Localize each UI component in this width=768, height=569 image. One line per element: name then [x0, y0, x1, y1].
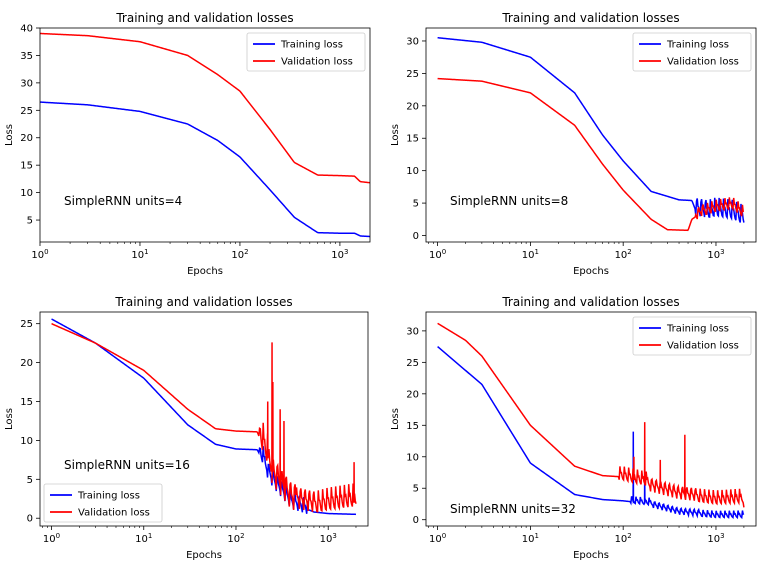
y-tick-label: 0: [413, 231, 419, 242]
y-tick-label: 30: [406, 36, 419, 47]
chart-title: Training and validation losses: [501, 295, 679, 309]
legend-box: [632, 32, 752, 72]
plot-frame: [425, 27, 757, 243]
x-tick-label: 100: [429, 532, 446, 545]
series-line-training-loss: [40, 101, 370, 238]
legend-box: [43, 483, 163, 523]
y-tick-label: 20: [406, 101, 419, 112]
y-tick-label: 10: [406, 452, 419, 463]
y-axis-label: Loss: [390, 124, 401, 146]
plot-frame: [39, 27, 371, 243]
y-tick-label: 25: [406, 69, 419, 80]
x-tick-label: 100: [43, 532, 60, 545]
annotation-label: SimpleRNN units=8: [450, 194, 568, 208]
series-line-training-loss: [51, 318, 357, 516]
x-axis-label: Epochs: [573, 550, 609, 561]
series-line-training-loss: [437, 36, 745, 223]
y-tick-label: 10: [20, 188, 33, 199]
series-line-validation-loss: [437, 77, 744, 232]
x-tick-label: 103: [707, 532, 724, 545]
y-tick-label: 25: [20, 106, 33, 117]
chart-title: Training and validation losses: [115, 11, 293, 25]
x-tick-label: 101: [135, 532, 152, 545]
y-tick-label: 15: [20, 397, 33, 408]
legend-entry: Training loss: [666, 324, 729, 335]
y-tick-label: 40: [20, 24, 33, 35]
y-axis-label: Loss: [390, 408, 401, 430]
legend-box: [246, 32, 366, 72]
x-tick-label: 103: [320, 532, 337, 545]
y-tick-label: 10: [20, 436, 33, 447]
y-tick-label: 15: [20, 161, 33, 172]
legend-entry: Training loss: [280, 40, 343, 51]
chart-panel-1: Training and validation losses 100 101 102 1…: [4, 11, 371, 277]
y-tick-label: 5: [413, 484, 419, 495]
series-line-training-loss: [437, 346, 745, 520]
x-tick-label: 101: [522, 248, 539, 261]
annotation-label: SimpleRNN units=4: [64, 194, 182, 208]
y-tick-label: 30: [20, 78, 33, 89]
y-tick-label: 35: [20, 51, 33, 62]
x-tick-label: 103: [331, 248, 348, 261]
x-axis-label: Epochs: [187, 266, 223, 277]
legend-entry: Training loss: [77, 491, 140, 502]
y-tick-label: 15: [406, 134, 419, 145]
y-tick-label: 10: [406, 166, 419, 177]
x-tick-label: 103: [707, 248, 724, 261]
annotation-label: SimpleRNN units=16: [64, 458, 190, 472]
y-tick-label: 20: [20, 358, 33, 369]
legend-entry: Validation loss: [78, 508, 150, 519]
legend-entry: Validation loss: [667, 341, 739, 352]
x-tick-label: 100: [31, 248, 48, 261]
annotation-label: SimpleRNN units=32: [450, 502, 576, 516]
legend-box: [632, 316, 752, 356]
y-tick-label: 5: [413, 199, 419, 210]
x-tick-label: 101: [131, 248, 148, 261]
chart-title: Training and validation losses: [501, 11, 679, 25]
x-tick-label: 102: [227, 532, 244, 545]
y-axis-label: Loss: [4, 408, 15, 430]
series-line-validation-loss: [437, 322, 745, 508]
series-line-validation-loss: [40, 32, 370, 184]
y-tick-label: 30: [406, 326, 419, 337]
legend: Training loss Validation loss: [246, 32, 366, 72]
y-tick-label: 20: [406, 389, 419, 400]
x-axis-label: Epochs: [186, 550, 222, 561]
plot-frame: [39, 311, 369, 527]
y-tick-label: 20: [20, 133, 33, 144]
chart-title: Training and validation losses: [114, 295, 292, 309]
x-tick-label: 101: [522, 532, 539, 545]
legend: Training loss Validation loss: [632, 316, 752, 356]
y-tick-label: 0: [27, 514, 33, 525]
y-tick-label: 0: [413, 515, 419, 526]
y-tick-label: 25: [406, 358, 419, 369]
y-axis-label: Loss: [4, 124, 15, 146]
y-tick-label: 5: [27, 475, 33, 486]
x-tick-label: 102: [231, 248, 248, 261]
x-tick-label: 102: [615, 532, 632, 545]
x-tick-label: 102: [615, 248, 632, 261]
x-axis-label: Epochs: [573, 266, 609, 277]
legend: Training loss Validation loss: [632, 32, 752, 72]
plot-frame: [425, 311, 757, 527]
series-line-validation-loss: [51, 322, 357, 513]
y-tick-label: 5: [27, 216, 33, 227]
x-tick-label: 100: [429, 248, 446, 261]
y-tick-label: 25: [20, 319, 33, 330]
legend-entry: Validation loss: [667, 57, 739, 68]
y-tick-label: 15: [406, 421, 419, 432]
legend: Training loss Validation loss: [43, 483, 163, 523]
legend-entry: Training loss: [666, 40, 729, 51]
legend-entry: Validation loss: [281, 57, 353, 68]
